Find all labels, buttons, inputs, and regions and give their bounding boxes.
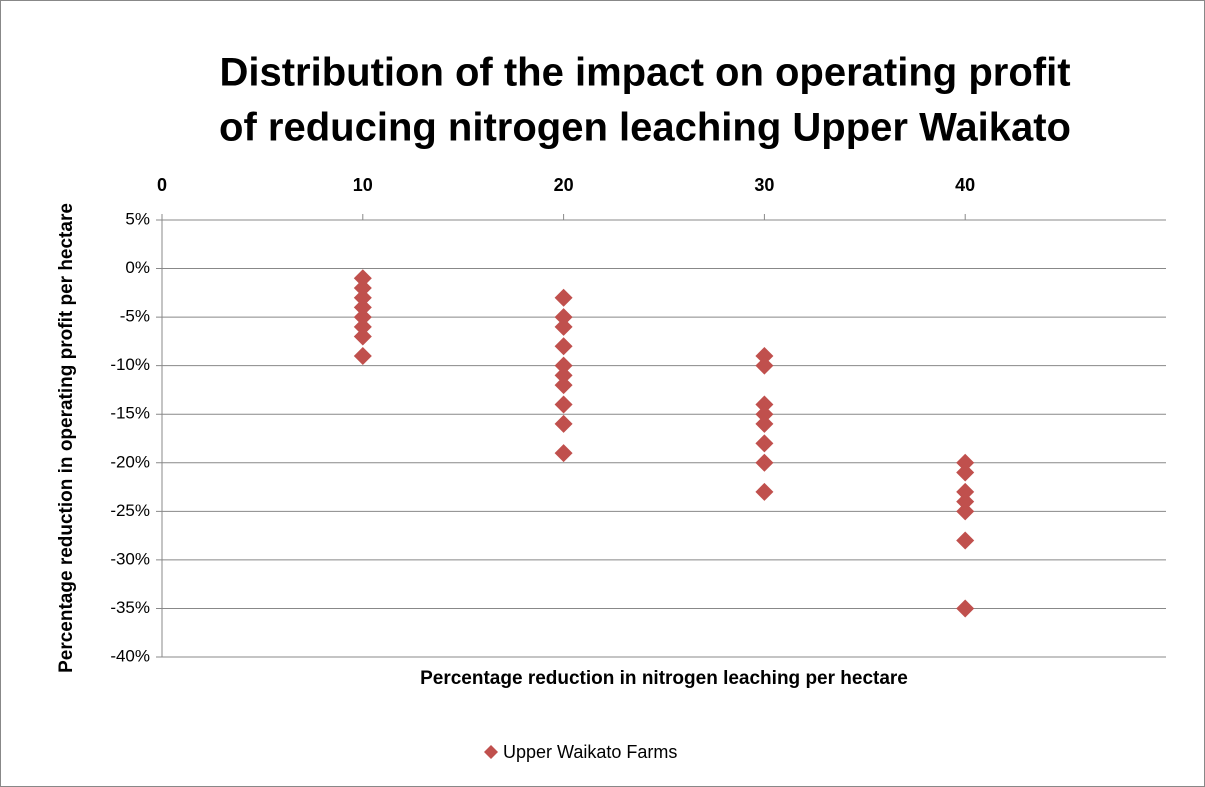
y-tick-label: -30% xyxy=(110,549,150,568)
data-point xyxy=(353,317,372,336)
data-point xyxy=(755,453,774,472)
data-point xyxy=(755,395,774,414)
data-point xyxy=(755,405,774,424)
x-axis-title: Percentage reduction in nitrogen leachin… xyxy=(420,668,908,689)
legend-label: Upper Waikato Farms xyxy=(503,742,677,762)
y-tick-label: -15% xyxy=(110,404,150,423)
data-point xyxy=(353,298,372,317)
data-point xyxy=(554,366,573,385)
data-point xyxy=(353,269,372,288)
x-tick-label: 20 xyxy=(554,175,574,195)
data-point xyxy=(554,337,573,356)
data-point xyxy=(554,395,573,414)
y-tick-label: -35% xyxy=(110,598,150,617)
data-point xyxy=(353,346,372,365)
y-axis-title: Percentage reduction in operating profit… xyxy=(56,203,77,673)
data-point xyxy=(554,317,573,336)
data-point xyxy=(956,453,975,472)
x-tick-label: 0 xyxy=(157,175,167,195)
data-point xyxy=(755,346,774,365)
legend-marker xyxy=(484,745,498,759)
data-point xyxy=(353,308,372,327)
data-point xyxy=(956,599,975,618)
data-point xyxy=(554,356,573,375)
x-tick-label: 30 xyxy=(754,175,774,195)
data-point xyxy=(353,288,372,307)
data-point xyxy=(353,327,372,346)
data-point xyxy=(956,482,975,501)
y-tick-label: -10% xyxy=(110,355,150,374)
y-tick-label: 0% xyxy=(125,258,150,277)
data-point xyxy=(956,463,975,482)
data-point xyxy=(554,288,573,307)
data-point xyxy=(554,444,573,463)
chart-title: of reducing nitrogen leaching Upper Waik… xyxy=(219,106,1071,150)
y-tick-label: -5% xyxy=(120,307,150,326)
x-tick-label: 40 xyxy=(955,175,975,195)
y-tick-label: -20% xyxy=(110,452,150,471)
chart-title: Distribution of the impact on operating … xyxy=(219,51,1070,95)
data-point xyxy=(956,502,975,521)
data-point xyxy=(353,278,372,297)
y-tick-label: -25% xyxy=(110,501,150,520)
data-point xyxy=(755,356,774,375)
data-point xyxy=(755,434,774,453)
y-tick-label: -40% xyxy=(110,646,150,665)
x-tick-label: 10 xyxy=(353,175,373,195)
data-point xyxy=(755,482,774,501)
data-point xyxy=(554,414,573,433)
data-point xyxy=(956,492,975,511)
data-point xyxy=(755,414,774,433)
data-point xyxy=(956,531,975,550)
data-point xyxy=(554,376,573,395)
y-tick-label: 5% xyxy=(125,209,150,228)
data-point xyxy=(554,308,573,327)
